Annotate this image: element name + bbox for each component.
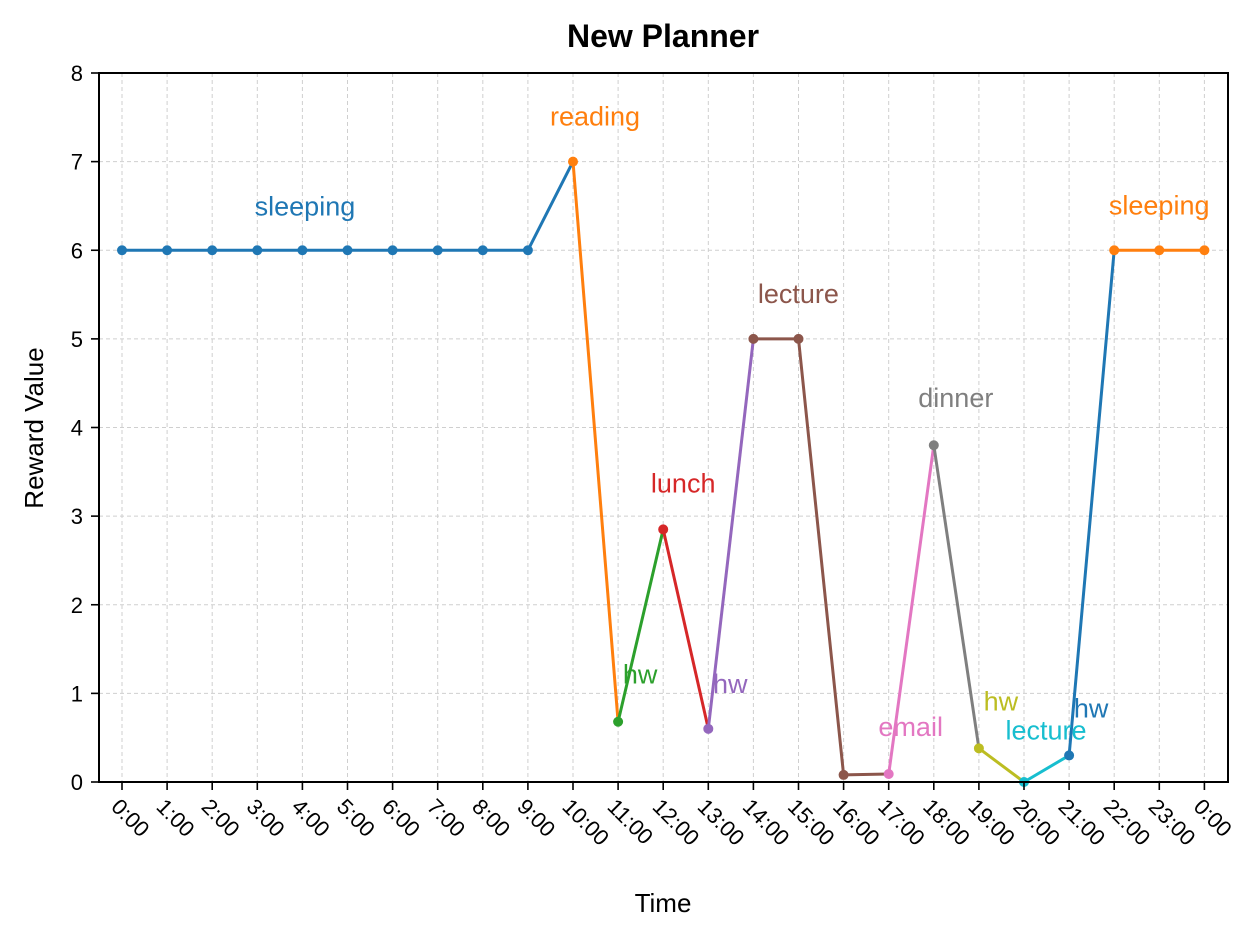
y-axis: 0 1 2 3 4 5 6 7 8 [71,61,99,795]
segment-label: dinner [918,383,993,413]
y-axis-label: Reward Value [19,347,49,508]
y-tick-label: 4 [71,416,83,441]
y-tick-label: 8 [71,61,83,86]
segment-labels: sleepingreadinghwlunchhwlectureemaildinn… [255,102,1210,746]
y-tick-label: 1 [71,681,83,706]
data-point [297,245,308,256]
segment-label: hw [713,669,748,699]
series-line [616,529,665,723]
x-tick-label: 12:00 [648,794,705,851]
segment-label: lecture [1005,715,1086,745]
x-tick-label: 5:00 [332,794,380,842]
series-line [661,529,710,730]
x-tick-label: 18:00 [918,794,975,851]
data-point [342,245,353,256]
x-tick-label: 9:00 [512,794,560,842]
segment-label: lunch [651,468,716,498]
data-point [162,245,173,256]
data-point [658,524,669,535]
x-tick-label: 3:00 [242,794,290,842]
x-tick-label: 19:00 [963,794,1020,851]
series-line [1023,754,1070,784]
x-tick-label: 6:00 [377,794,425,842]
data-point [207,245,218,256]
segment-label: sleeping [255,191,356,221]
data-point [1064,750,1075,761]
data-point [522,245,533,256]
segment-label: hw [1074,693,1109,723]
x-tick-label: 15:00 [783,794,840,851]
segment-label: hw [984,686,1019,716]
series-line [706,338,755,729]
x-tick-label: 13:00 [693,794,750,851]
y-tick-label: 2 [71,593,83,618]
segment-label: sleeping [1109,190,1210,220]
y-tick-label: 7 [71,150,83,175]
y-tick-label: 3 [71,504,83,529]
x-tick-label: 17:00 [873,794,930,851]
data-point [703,723,714,734]
segment-label: lecture [758,279,839,309]
data-point [973,743,984,754]
chart-title: New Planner [567,18,759,54]
segment-label: email [878,712,943,742]
series-group [117,156,1210,787]
data-point [838,769,849,780]
data-point [432,245,443,256]
series-line [887,444,936,775]
data-point [613,716,624,727]
data-point [928,440,939,451]
x-axis: 0:001:002:003:004:005:006:007:008:009:00… [106,782,1237,851]
series-line [978,747,1025,784]
x-tick-label: 8:00 [467,794,515,842]
data-point [1199,245,1210,256]
series-line [932,444,981,749]
data-point [748,333,759,344]
data-point [117,245,127,256]
x-tick-label: 4:00 [287,794,335,842]
x-axis-label: Time [635,888,692,918]
data-point [477,245,488,256]
data-point [252,245,263,256]
y-tick-label: 0 [71,770,83,795]
data-point [1154,245,1165,256]
data-point [1109,245,1120,256]
series-line [1067,250,1116,756]
x-tick-label: 1:00 [152,794,200,842]
x-tick-label: 22:00 [1099,794,1156,851]
x-tick-label: 16:00 [828,794,885,851]
x-tick-label: 21:00 [1054,794,1111,851]
x-tick-label: 20:00 [1008,794,1065,851]
data-point [387,245,398,256]
y-tick-label: 5 [71,327,83,352]
series-line [753,337,889,777]
x-tick-label: 14:00 [738,794,795,851]
x-tick-label: 10:00 [557,794,614,851]
x-tick-label: 0:00 [106,794,154,842]
x-tick-label: 2:00 [197,794,245,842]
grid [99,72,1228,783]
series-line [571,161,620,722]
y-tick-label: 6 [71,238,83,263]
segment-label: reading [550,102,640,132]
data-point [568,156,578,167]
segment-label: hw [623,660,658,690]
data-point [793,333,804,344]
x-tick-label: 11:00 [603,794,658,849]
data-point [883,769,894,780]
x-tick-label: 7:00 [422,794,470,842]
x-tick-label: 23:00 [1144,794,1201,851]
